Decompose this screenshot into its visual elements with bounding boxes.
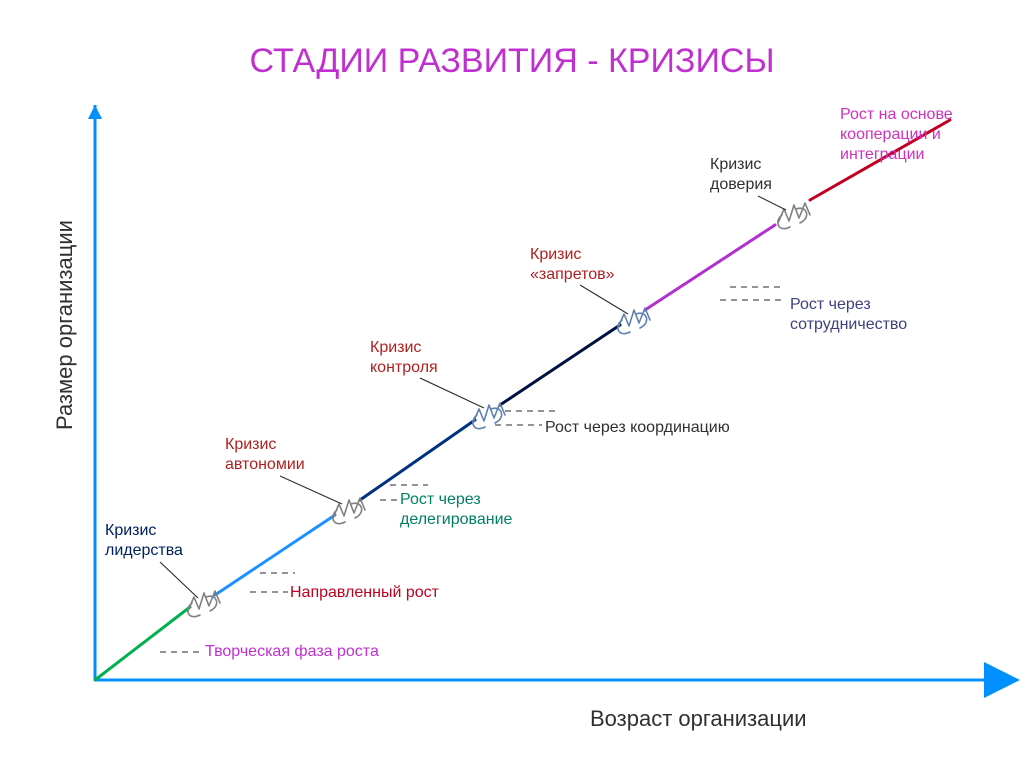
crisis-pointer xyxy=(160,562,198,598)
crisis-red-tape xyxy=(618,308,650,334)
crisis-label-control: Кризис контроля xyxy=(370,338,438,378)
phase-label-creative: Творческая фаза роста xyxy=(205,642,379,662)
diagram-root: СТАДИИ РАЗВИТИЯ - КРИЗИСЫ Возраст органи… xyxy=(0,0,1024,767)
crisis-pointer xyxy=(280,476,342,504)
crisis-label-trust: Кризис доверия xyxy=(710,155,772,195)
phase-label-delegation: Рост через делегирование xyxy=(400,490,512,530)
crisis-label-leadership: Кризис лидерства xyxy=(105,521,183,561)
crisis-pointer xyxy=(580,285,628,314)
y-axis-label: Размер организации xyxy=(52,220,78,430)
segment-delegation xyxy=(360,420,475,500)
segment-creative xyxy=(95,607,190,680)
crisis-trust xyxy=(778,203,810,229)
segment-coordination xyxy=(500,325,620,405)
phase-label-integration: Рост на основе кооперации и интеграции xyxy=(840,105,953,165)
phase-label-directed: Направленный рост xyxy=(290,583,439,603)
crisis-pointer xyxy=(420,378,484,408)
x-axis-label: Возраст организации xyxy=(590,705,807,733)
segment-cooperation xyxy=(645,225,775,310)
phase-label-cooperation: Рост через сотрудничество xyxy=(790,295,907,335)
crisis-label-red-tape: Кризис «запретов» xyxy=(530,245,615,285)
crisis-pointer xyxy=(758,196,786,210)
crisis-label-autonomy: Кризис автономии xyxy=(225,435,305,475)
phase-label-coordination: Рост через координацию xyxy=(545,418,730,438)
